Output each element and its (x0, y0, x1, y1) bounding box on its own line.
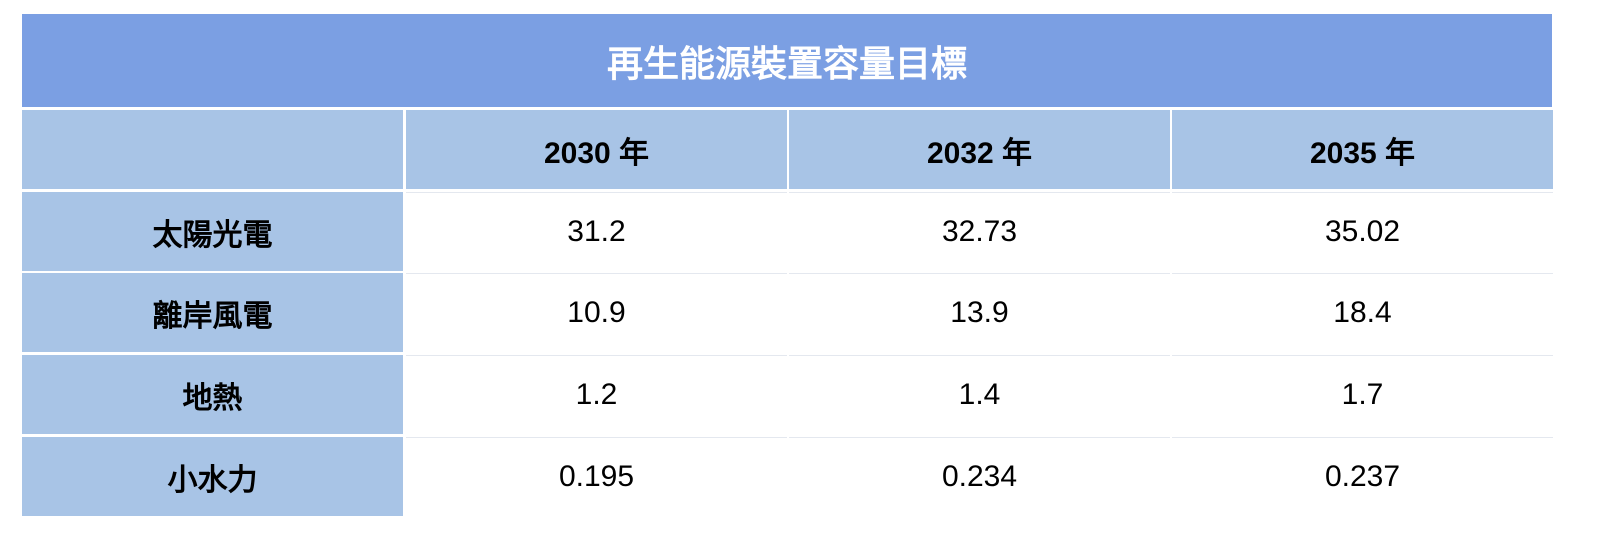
value-cell: 1.2 (406, 355, 787, 434)
column-header: 2035 年 (1172, 110, 1553, 189)
value-cell: 35.02 (1172, 192, 1553, 271)
value-cell: 31.2 (406, 192, 787, 271)
table-title: 再生能源裝置容量目標 (22, 14, 1552, 107)
value-cell: 10.9 (406, 273, 787, 352)
value-cell: 32.73 (789, 192, 1170, 271)
row-label: 地熱 (22, 355, 403, 434)
column-header: 2032 年 (789, 110, 1170, 189)
row-label: 離岸風電 (22, 273, 403, 352)
row-label: 小水力 (22, 437, 403, 516)
corner-cell (22, 110, 403, 189)
value-cell: 1.7 (1172, 355, 1553, 434)
value-cell: 1.4 (789, 355, 1170, 434)
value-cell: 13.9 (789, 273, 1170, 352)
column-header: 2030 年 (406, 110, 787, 189)
row-label: 太陽光電 (22, 192, 403, 271)
value-cell: 0.195 (406, 437, 787, 516)
value-cell: 0.237 (1172, 437, 1553, 516)
value-cell: 18.4 (1172, 273, 1553, 352)
value-cell: 0.234 (789, 437, 1170, 516)
